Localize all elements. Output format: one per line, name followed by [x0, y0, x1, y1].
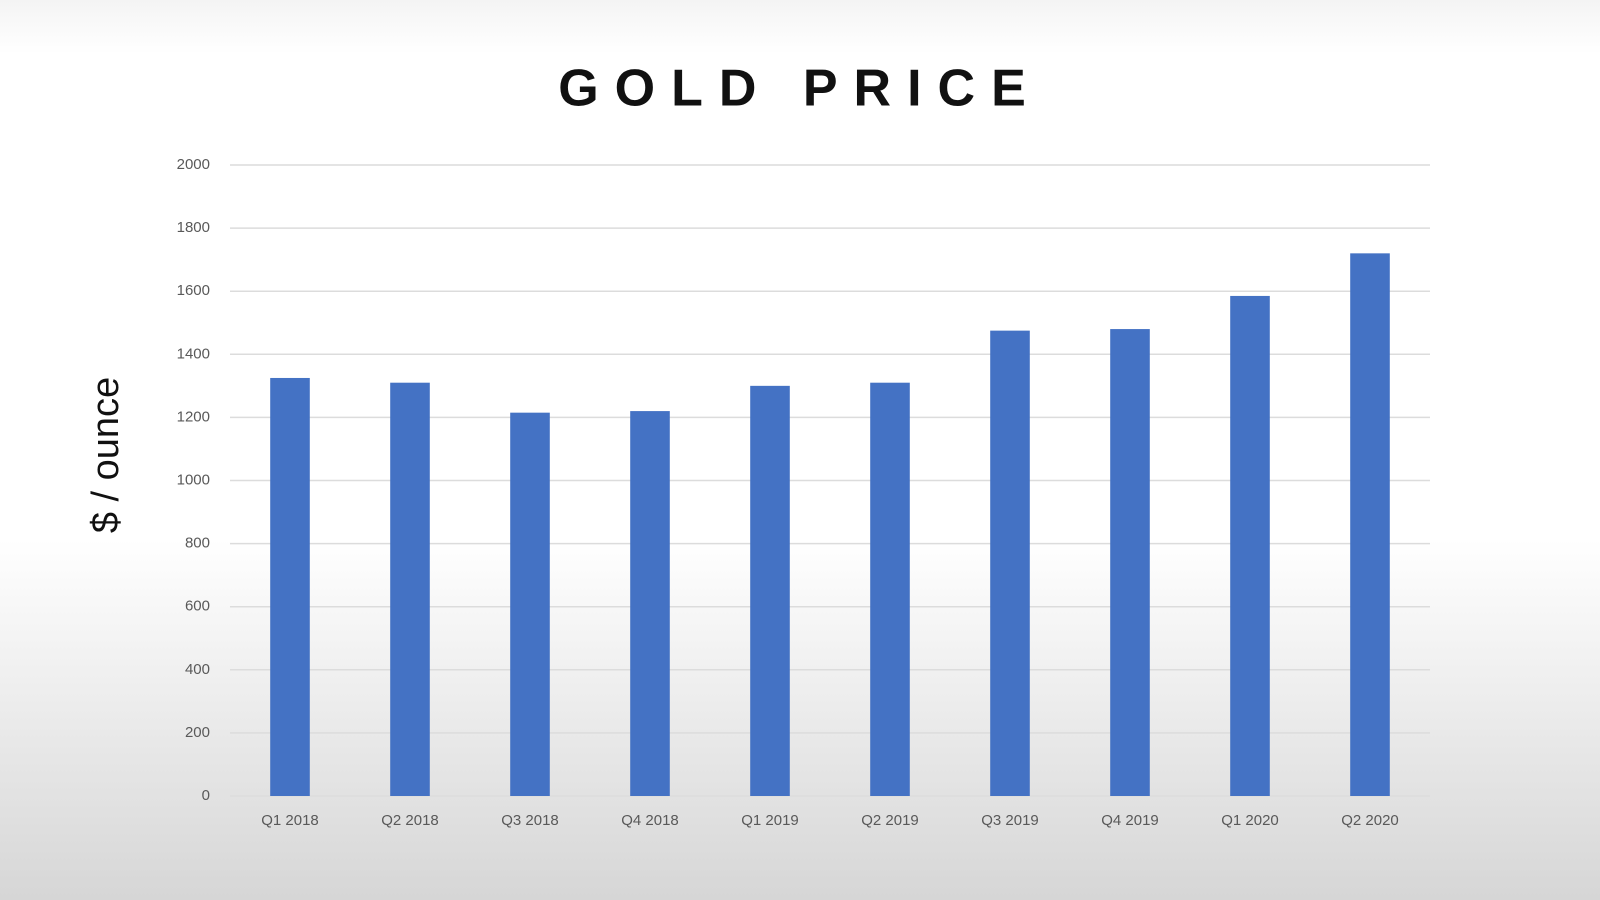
x-tick-label: Q1 2020	[1221, 812, 1279, 829]
bar	[510, 412, 550, 796]
y-tick-label: 1000	[177, 471, 210, 488]
x-tick-label: Q4 2019	[1101, 812, 1159, 829]
y-tick-label: 400	[185, 661, 210, 678]
x-tick-label: Q1 2018	[261, 812, 319, 829]
bar	[270, 377, 310, 796]
bar	[630, 411, 670, 796]
bar	[390, 382, 430, 796]
y-tick-label: 1600	[177, 282, 210, 299]
x-tick-label: Q2 2018	[381, 812, 439, 829]
x-tick-label: Q3 2018	[501, 812, 559, 829]
y-tick-label: 1400	[177, 345, 210, 362]
bar	[1230, 295, 1270, 796]
x-tick-label: Q2 2019	[861, 812, 919, 829]
bar	[750, 385, 790, 796]
y-tick-label: 600	[185, 598, 210, 615]
x-tick-label: Q2 2020	[1341, 812, 1399, 829]
y-tick-label: 0	[202, 787, 210, 804]
x-tick-label: Q3 2019	[981, 812, 1039, 829]
chart-title: GOLD PRICE	[558, 60, 1042, 118]
x-tick-label: Q4 2018	[621, 812, 679, 829]
y-tick-label: 200	[185, 724, 210, 741]
y-tick-label: 800	[185, 535, 210, 552]
bar	[1110, 329, 1150, 796]
bar	[1350, 253, 1390, 797]
y-tick-label: 2000	[177, 156, 210, 173]
x-tick-label: Q1 2019	[741, 812, 799, 829]
bar	[990, 330, 1030, 796]
y-axis-label: $ / ounce	[85, 377, 127, 533]
bar	[870, 382, 910, 796]
y-tick-label: 1800	[177, 219, 210, 236]
y-tick-label: 1200	[177, 408, 210, 425]
